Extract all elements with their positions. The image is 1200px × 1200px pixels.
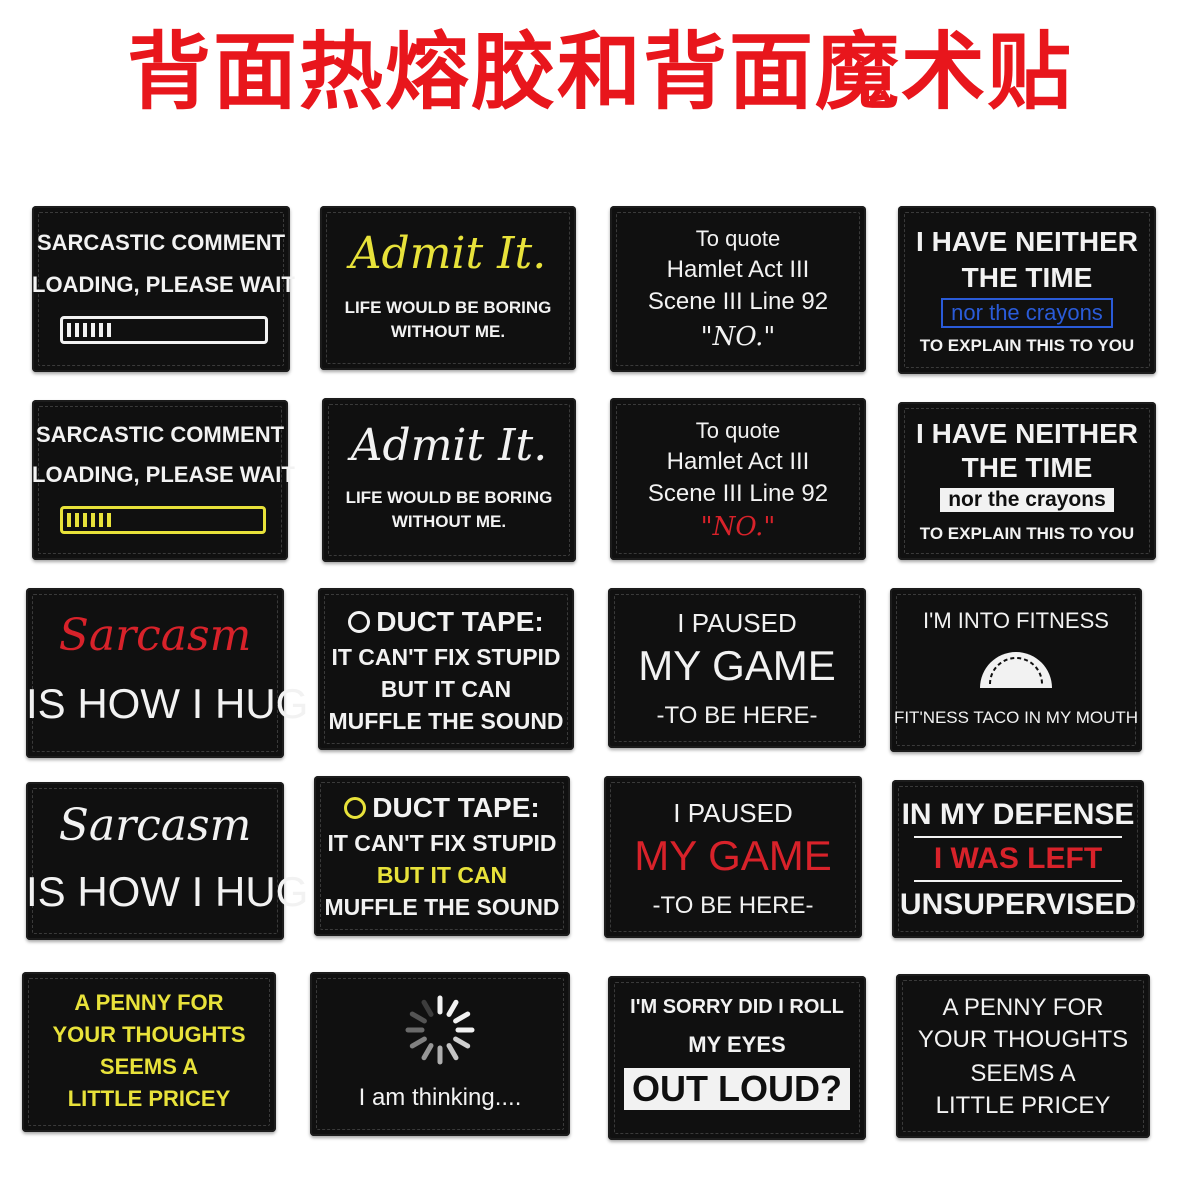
patch-text: MUFFLE THE SOUND bbox=[328, 708, 564, 734]
patch-text: "NO." bbox=[700, 322, 776, 352]
patch-text: TO EXPLAIN THIS TO YOU bbox=[919, 336, 1135, 355]
patch-text: -TO BE HERE- bbox=[656, 702, 818, 729]
patch-duct-tape-white: DUCT TAPE: IT CAN'T FIX STUPID BUT IT CA… bbox=[318, 588, 574, 750]
patch-text: IS HOW I HUG bbox=[26, 680, 309, 727]
patch-text: LIFE WOULD BE BORING bbox=[345, 488, 553, 507]
patch-text: nor the crayons bbox=[940, 488, 1114, 512]
divider-line bbox=[914, 836, 1122, 838]
patch-text: FIT'NESS TACO IN MY MOUTH bbox=[893, 708, 1139, 727]
patch-text: SEEMS A bbox=[99, 1054, 199, 1079]
patch-text: LIFE WOULD BE BORING bbox=[344, 298, 552, 317]
patch-penny-yellow: A PENNY FOR YOUR THOUGHTS SEEMS A LITTLE… bbox=[22, 972, 276, 1132]
patch-sarcastic-comment-yellow: SARCASTIC COMMENT LOADING, PLEASE WAIT bbox=[32, 400, 295, 560]
loading-bar bbox=[60, 316, 268, 344]
patch-text: LITTLE PRICEY bbox=[935, 1092, 1111, 1119]
patch-text-box: OUT LOUD? bbox=[608, 1068, 866, 1110]
patch-text: LOADING, PLEASE WAIT bbox=[32, 462, 295, 487]
headline-banner: 背面热熔胶和背面魔术贴 bbox=[126, 23, 1073, 121]
patch-hamlet-red: To quote Hamlet Act III Scene III Line 9… bbox=[610, 398, 866, 560]
patch-left-unsupervised: IN MY DEFENSE I WAS LEFT UNSUPERVISED bbox=[892, 780, 1144, 938]
patch-hamlet-white: To quote Hamlet Act III Scene III Line 9… bbox=[610, 206, 866, 372]
patch-neither-time-blue: I HAVE NEITHER THE TIME nor the crayons … bbox=[898, 206, 1156, 374]
patch-admit-it-white: Admit It. LIFE WOULD BE BORING WITHOUT M… bbox=[322, 398, 576, 562]
patch-text: SARCASTIC COMMENT bbox=[36, 230, 286, 255]
patch-text-box: nor the crayons bbox=[898, 298, 1156, 328]
patch-text: DUCT TAPE: bbox=[318, 606, 574, 638]
patch-text: YOUR THOUGHTS bbox=[917, 1026, 1129, 1053]
patch-i-am-thinking: I am thinking.... bbox=[310, 972, 570, 1136]
patch-text: LITTLE PRICEY bbox=[67, 1086, 231, 1111]
loading-bar bbox=[60, 506, 266, 534]
tape-roll-icon bbox=[348, 611, 371, 633]
patch-paused-game-red: I PAUSED MY GAME -TO BE HERE- bbox=[604, 776, 862, 938]
patch-neither-time-white: I HAVE NEITHER THE TIME nor the crayons … bbox=[898, 402, 1156, 560]
patch-sarcastic-comment-white: SARCASTIC COMMENT LOADING, PLEASE WAIT bbox=[32, 206, 295, 372]
patch-text: Scene III Line 92 bbox=[647, 288, 829, 315]
taco-icon bbox=[976, 644, 1056, 692]
patch-text: I'M INTO FITNESS bbox=[923, 608, 1109, 633]
loading-spinner-icon bbox=[402, 992, 478, 1068]
patch-roll-my-eyes: I'M SORRY DID I ROLL MY EYES OUT LOUD? bbox=[608, 976, 866, 1140]
patch-text: MUFFLE THE SOUND bbox=[324, 894, 560, 920]
patch-text: I am thinking.... bbox=[358, 1084, 522, 1111]
patch-text: MY GAME bbox=[638, 642, 836, 689]
patch-text: A PENNY FOR bbox=[74, 990, 224, 1015]
patch-text: I PAUSED bbox=[677, 608, 797, 638]
patch-text: Hamlet Act III bbox=[666, 256, 810, 283]
patch-into-fitness: I'M INTO FITNESS FIT'NESS TACO IN MY MOU… bbox=[890, 588, 1142, 752]
patch-sarcasm-hug-red: Sarcasm IS HOW I HUG bbox=[26, 588, 309, 758]
patch-text: WITHOUT ME. bbox=[390, 322, 506, 341]
patch-text: BUT IT CAN bbox=[376, 862, 508, 888]
patch-text: MY GAME bbox=[634, 832, 832, 879]
patch-text: UNSUPERVISED bbox=[899, 888, 1137, 921]
patch-text: DUCT TAPE: bbox=[372, 792, 540, 823]
patch-text: Sarcasm bbox=[58, 800, 252, 851]
divider-line bbox=[914, 880, 1122, 882]
patch-paused-game-white: I PAUSED MY GAME -TO BE HERE- bbox=[608, 588, 866, 748]
patch-text: To quote bbox=[695, 418, 781, 443]
patch-text: THE TIME bbox=[961, 452, 1093, 483]
patch-text: Hamlet Act III bbox=[666, 448, 810, 475]
loading-bar-fill bbox=[67, 513, 111, 527]
loading-bar-fill bbox=[67, 323, 112, 337]
patch-text: IN MY DEFENSE bbox=[901, 798, 1135, 831]
patch-duct-tape-yellow: DUCT TAPE: IT CAN'T FIX STUPID BUT IT CA… bbox=[314, 776, 570, 936]
patch-text: I PAUSED bbox=[673, 798, 793, 828]
patch-text: TO EXPLAIN THIS TO YOU bbox=[919, 524, 1135, 543]
patch-text: I HAVE NEITHER bbox=[916, 418, 1138, 449]
patch-text: I WAS LEFT bbox=[933, 842, 1103, 875]
patch-text: To quote bbox=[695, 226, 781, 251]
patch-text: DUCT TAPE: bbox=[376, 606, 544, 637]
tape-roll-icon bbox=[344, 797, 367, 819]
patch-text: THE TIME bbox=[961, 262, 1093, 293]
patch-text: -TO BE HERE- bbox=[652, 892, 814, 919]
patch-text: I'M SORRY DID I ROLL bbox=[630, 996, 844, 1018]
patch-text: OUT LOUD? bbox=[624, 1068, 850, 1110]
patch-text: MY EYES bbox=[688, 1032, 786, 1057]
patch-text: Sarcasm bbox=[58, 610, 252, 661]
patch-text: SARCASTIC COMMENT bbox=[35, 422, 285, 447]
patch-text: Admit It. bbox=[350, 420, 548, 471]
patch-admit-it-yellow: Admit It. LIFE WOULD BE BORING WITHOUT M… bbox=[320, 206, 576, 370]
patch-text: SEEMS A bbox=[970, 1060, 1076, 1087]
patch-text: Scene III Line 92 bbox=[647, 480, 829, 507]
patch-text: nor the crayons bbox=[941, 298, 1113, 328]
patch-text: IT CAN'T FIX STUPID bbox=[331, 644, 561, 670]
patch-sarcasm-hug-white: Sarcasm IS HOW I HUG bbox=[26, 782, 309, 940]
patch-penny-white: A PENNY FOR YOUR THOUGHTS SEEMS A LITTLE… bbox=[896, 974, 1150, 1138]
patch-text: DUCT TAPE: bbox=[314, 792, 570, 824]
patch-text: IS HOW I HUG bbox=[26, 868, 309, 915]
patch-text: WITHOUT ME. bbox=[391, 512, 507, 531]
patch-text: Admit It. bbox=[349, 228, 547, 279]
patch-text-box: nor the crayons bbox=[898, 488, 1156, 512]
patch-text: YOUR THOUGHTS bbox=[52, 1022, 246, 1047]
patch-text: LOADING, PLEASE WAIT bbox=[32, 272, 295, 297]
patch-text: BUT IT CAN bbox=[380, 676, 512, 702]
patch-text: "NO." bbox=[700, 512, 776, 542]
patch-text: A PENNY FOR bbox=[942, 994, 1104, 1021]
patch-text: IT CAN'T FIX STUPID bbox=[327, 830, 557, 856]
patch-text: I HAVE NEITHER bbox=[916, 226, 1138, 257]
